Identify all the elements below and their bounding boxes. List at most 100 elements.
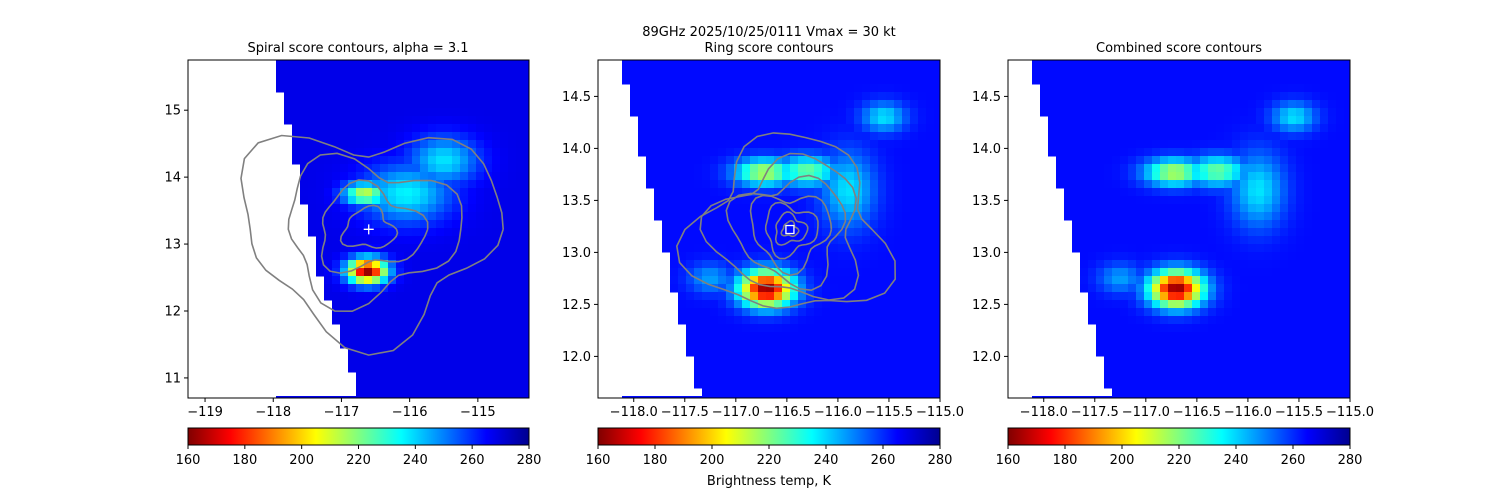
colorbar-tick-label: 260 — [460, 453, 485, 468]
heatmap-cell — [1344, 252, 1350, 261]
heatmap-cell — [412, 308, 421, 317]
heatmap-cell — [758, 292, 767, 301]
heatmap-cell — [508, 252, 517, 261]
heatmap-cell — [356, 324, 365, 333]
heatmap-cell — [1136, 212, 1145, 221]
heatmap-cell — [726, 148, 735, 157]
heatmap-cell — [500, 156, 509, 165]
heatmap-cell — [1272, 116, 1281, 125]
heatmap-cell — [1160, 76, 1169, 85]
heatmap-cell — [1136, 76, 1145, 85]
heatmap-cell — [420, 132, 429, 141]
heatmap-cell — [662, 236, 671, 245]
heatmap-cell — [806, 68, 815, 77]
heatmap-cell — [694, 204, 703, 213]
heatmap-cell — [372, 140, 381, 149]
heatmap-cell — [1288, 316, 1297, 325]
heatmap-cell — [1168, 348, 1177, 357]
heatmap-cell — [1280, 292, 1289, 301]
heatmap-cell — [894, 164, 903, 173]
heatmap-cell — [1256, 348, 1265, 357]
heatmap-cell — [638, 100, 647, 109]
heatmap-cell — [1320, 84, 1329, 93]
heatmap-cell — [484, 132, 493, 141]
heatmap-cell — [830, 388, 839, 397]
heatmap-cell — [710, 172, 719, 181]
heatmap-cell — [742, 164, 751, 173]
heatmap-cell — [1208, 228, 1217, 237]
heatmap-cell — [662, 100, 671, 109]
heatmap-cell — [838, 156, 847, 165]
heatmap-cell — [1096, 204, 1105, 213]
heatmap-cell — [926, 148, 935, 157]
heatmap-cell — [508, 316, 517, 325]
heatmap-cell — [460, 132, 469, 141]
heatmap-cell — [1256, 164, 1265, 173]
heatmap-cell — [284, 92, 293, 101]
heatmap-cell — [356, 332, 365, 341]
heatmap-cell — [926, 124, 935, 133]
heatmap-cell — [1160, 316, 1169, 325]
heatmap-cell — [1128, 316, 1137, 325]
heatmap-cell — [1112, 140, 1121, 149]
heatmap-cell — [372, 68, 381, 77]
heatmap-cell — [1160, 124, 1169, 133]
heatmap-cell — [1344, 348, 1350, 357]
heatmap-cell — [428, 156, 437, 165]
heatmap-cell — [1264, 356, 1273, 365]
heatmap-cell — [630, 100, 639, 109]
heatmap-cell — [508, 212, 517, 221]
heatmap-cell — [412, 292, 421, 301]
heatmap-cell — [1096, 260, 1105, 269]
heatmap-cell — [484, 156, 493, 165]
heatmap-cell — [782, 92, 791, 101]
heatmap-cell — [468, 228, 477, 237]
heatmap-cell — [878, 196, 887, 205]
heatmap-cell — [870, 308, 879, 317]
colorbar-ticks: 160 180 200 220 240 260 280 — [996, 445, 1362, 468]
heatmap-cell — [1344, 380, 1350, 389]
heatmap-cell — [894, 348, 903, 357]
heatmap-cell — [1080, 212, 1089, 221]
heatmap-cell — [1336, 132, 1345, 141]
heatmap-cell — [766, 124, 775, 133]
heatmap-cell — [1112, 172, 1121, 181]
heatmap-cell — [1096, 292, 1105, 301]
heatmap-cell — [806, 220, 815, 229]
heatmap-cell — [830, 68, 839, 77]
heatmap-cell — [1344, 300, 1350, 309]
heatmap-cell — [1184, 196, 1193, 205]
heatmap-cell — [686, 236, 695, 245]
heatmap-cell — [798, 180, 807, 189]
heatmap-cell — [654, 204, 663, 213]
heatmap-cell — [396, 92, 405, 101]
heatmap-cell — [1272, 276, 1281, 285]
heatmap-cell — [1344, 332, 1350, 341]
heatmap-cell — [1256, 292, 1265, 301]
heatmap-cell — [750, 108, 759, 117]
heatmap-cell — [918, 180, 927, 189]
heatmap-cell — [524, 260, 529, 269]
heatmap-cell — [1064, 60, 1073, 69]
heatmap-cell — [348, 316, 357, 325]
heatmap-cell — [702, 260, 711, 269]
heatmap-cell — [396, 316, 405, 325]
heatmap-cell — [1120, 316, 1129, 325]
heatmap-cell — [678, 228, 687, 237]
heatmap-cell — [492, 84, 501, 93]
heatmap-cell — [702, 124, 711, 133]
heatmap-cell — [694, 332, 703, 341]
heatmap-cell — [702, 388, 711, 397]
heatmap-cell — [846, 220, 855, 229]
heatmap-cell — [388, 148, 397, 157]
heatmap-cell — [1288, 92, 1297, 101]
heatmap-cell — [1040, 84, 1049, 93]
heatmap-cell — [806, 124, 815, 133]
heatmap-cell — [412, 244, 421, 253]
heatmap-cell — [766, 100, 775, 109]
heatmap-cell — [934, 380, 940, 389]
heatmap-cell — [468, 324, 477, 333]
heatmap-cell — [364, 324, 373, 333]
heatmap-cell — [1120, 116, 1129, 125]
heatmap-cell — [1168, 148, 1177, 157]
